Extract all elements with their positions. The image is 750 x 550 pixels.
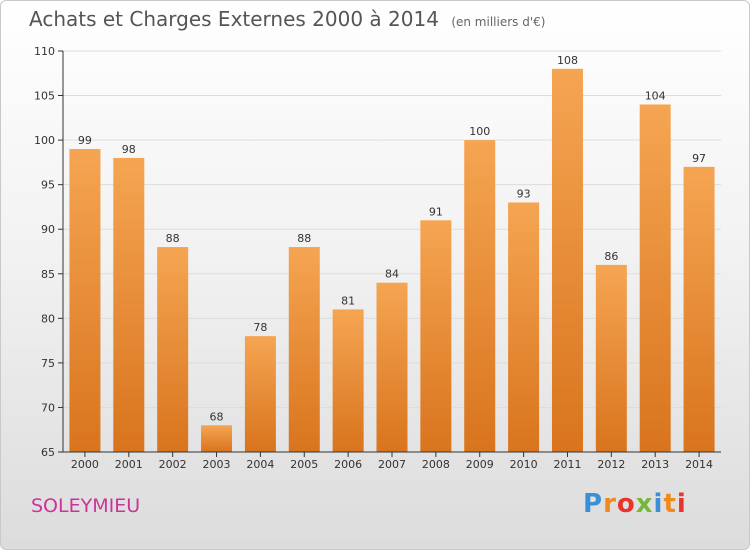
data-label: 86 (604, 250, 618, 263)
data-label: 88 (166, 232, 180, 245)
bar-2013 (639, 104, 671, 452)
data-label: 84 (385, 268, 399, 281)
bar-2014 (683, 166, 715, 452)
bar-2012 (595, 264, 627, 452)
data-label: 88 (297, 232, 311, 245)
data-label: 81 (341, 294, 355, 307)
x-tick-label: 2013 (641, 458, 669, 471)
chart-title: Achats et Charges Externes 2000 à 2014 (… (29, 7, 545, 31)
bar-2010 (508, 202, 540, 452)
labels: 65 70 75 80 85 90 95 100 105 110 99 2000 98 2001 88 200… (34, 45, 713, 471)
bar-2009 (464, 140, 496, 452)
y-tick-label: 85 (41, 268, 55, 281)
proxiti-logo: Proxiti (583, 489, 687, 519)
bar-2007 (376, 282, 408, 452)
bar-2011 (551, 68, 583, 453)
data-label: 68 (210, 410, 224, 423)
x-tick-label: 2014 (685, 458, 713, 471)
x-tick-label: 2010 (510, 458, 538, 471)
y-tick-label: 70 (41, 401, 55, 414)
y-tick-label: 95 (41, 179, 55, 192)
y-tick-label: 100 (34, 134, 55, 147)
commune-name: SOLEYMIEU (31, 495, 141, 517)
chart-unit: (en milliers d'€) (451, 15, 546, 29)
x-tick-label: 2009 (466, 458, 494, 471)
data-label: 93 (517, 187, 531, 200)
y-tick-label: 65 (41, 446, 55, 459)
y-tick-label: 105 (34, 90, 55, 103)
bar-2006 (332, 309, 364, 452)
x-tick-label: 2012 (597, 458, 625, 471)
bar-2008 (420, 220, 452, 452)
bar-2004 (244, 336, 276, 452)
x-tick-label: 2008 (422, 458, 450, 471)
x-tick-label: 2002 (159, 458, 187, 471)
bar-2005 (288, 247, 320, 452)
x-tick-label: 2004 (246, 458, 274, 471)
x-tick-label: 2000 (71, 458, 99, 471)
y-tick-label: 80 (41, 312, 55, 325)
y-tick-label: 110 (34, 45, 55, 58)
axes (58, 50, 721, 457)
y-tick-label: 75 (41, 357, 55, 370)
data-label: 108 (557, 54, 578, 67)
data-label: 78 (253, 321, 267, 334)
x-tick-label: 2001 (115, 458, 143, 471)
x-tick-label: 2005 (290, 458, 318, 471)
data-label: 91 (429, 205, 443, 218)
chart-title-text: Achats et Charges Externes 2000 à 2014 (29, 7, 439, 31)
x-tick-label: 2006 (334, 458, 362, 471)
y-tick-label: 90 (41, 223, 55, 236)
data-label: 104 (645, 89, 666, 102)
bars (69, 68, 715, 453)
x-tick-label: 2011 (553, 458, 581, 471)
bar-2003 (201, 425, 233, 452)
x-tick-label: 2007 (378, 458, 406, 471)
bar-2002 (157, 247, 189, 452)
data-label: 100 (469, 125, 490, 138)
bar-2000 (69, 149, 101, 452)
bar-2001 (113, 157, 145, 452)
data-label: 99 (78, 134, 92, 147)
data-label: 97 (692, 152, 706, 165)
x-tick-label: 2003 (203, 458, 231, 471)
data-label: 98 (122, 143, 136, 156)
